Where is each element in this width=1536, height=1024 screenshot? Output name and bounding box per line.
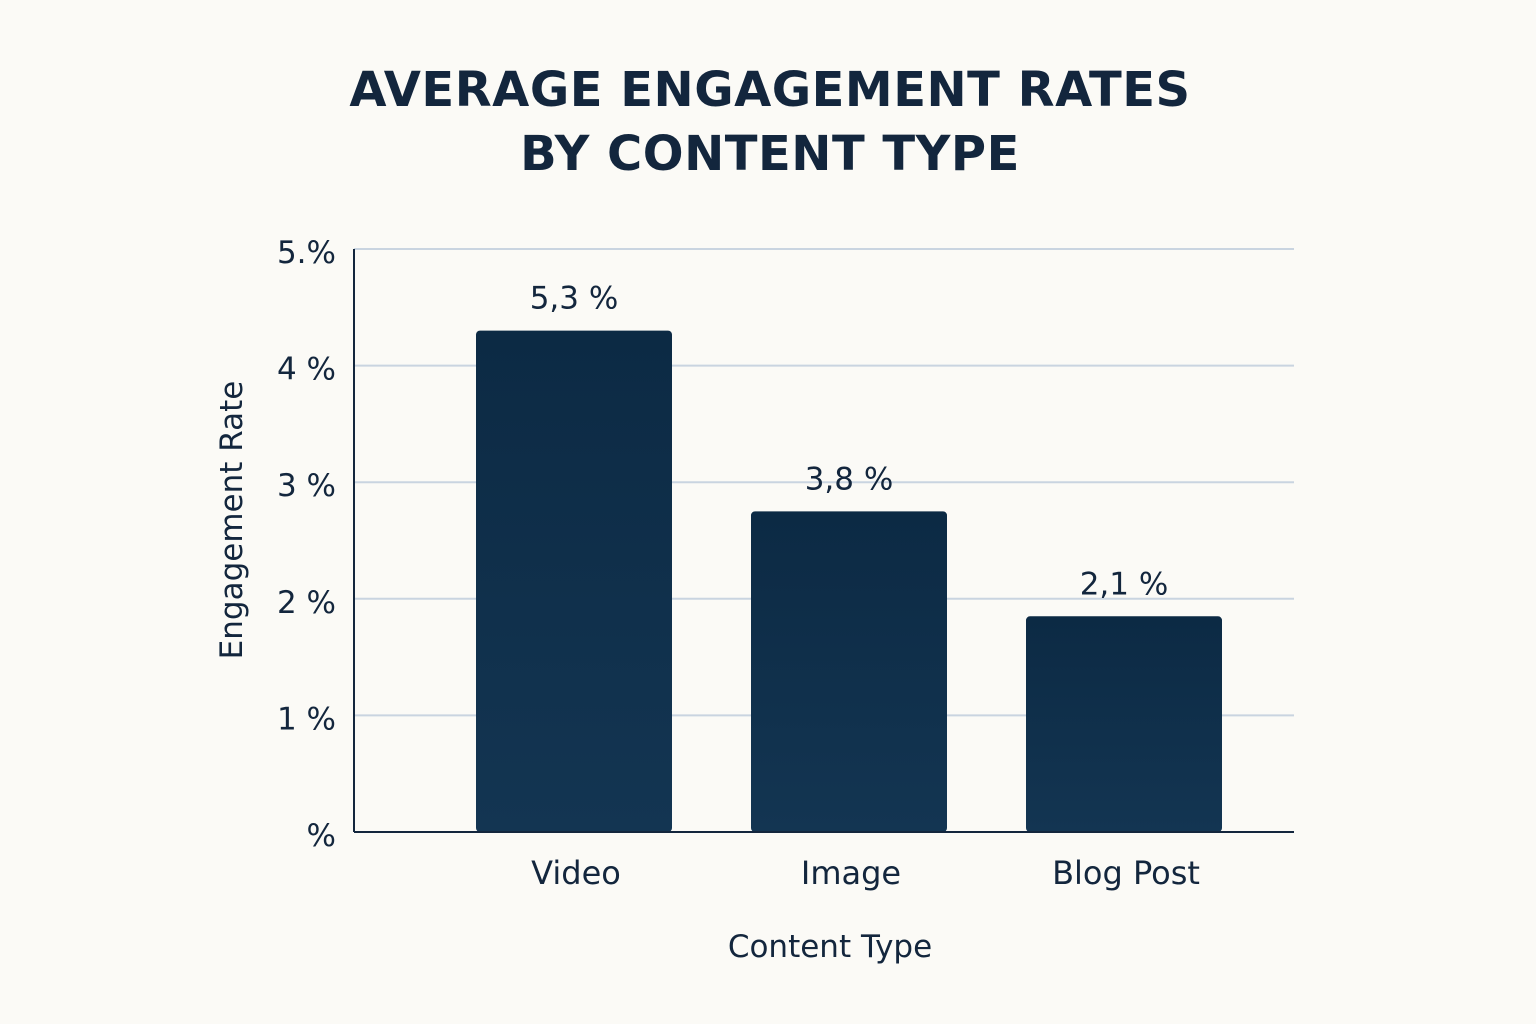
y-axis-title: Engagement Rate [214,381,250,660]
x-tick-label-0: Video [531,854,621,892]
y-tick-label-4: 4 % [277,352,336,388]
y-tick-label-5: 5.% [277,235,336,271]
data-label-2: 2,1 % [1080,566,1169,602]
chart-title: AVERAGE ENGAGEMENT RATES BY CONTENT TYPE [0,58,1536,186]
x-tick-label-1: Image [801,854,901,892]
bar-blog-post [1026,616,1222,832]
chart-title-line-1: AVERAGE ENGAGEMENT RATES [349,62,1191,118]
y-tick-label-0: % [307,818,336,854]
y-tick-label-1: 1 % [277,701,336,737]
x-axis-title: Content Type [728,929,932,965]
data-label-1: 3,8 % [805,461,894,497]
bar-image [751,511,947,832]
y-tick-label-2: 2 % [277,585,336,621]
bar-video [476,330,672,832]
x-tick-label-2: Blog Post [1052,854,1200,892]
bars [476,330,1222,832]
data-label-0: 5,3 % [530,281,619,317]
labels: % 1 % 2 % 3 % 4 % 5.% 5,3 % Video 3,8 % Image 2,1 … [277,235,1294,892]
y-tick-label-3: 3 % [277,468,336,504]
chart-title-line-2: BY CONTENT TYPE [520,126,1020,182]
